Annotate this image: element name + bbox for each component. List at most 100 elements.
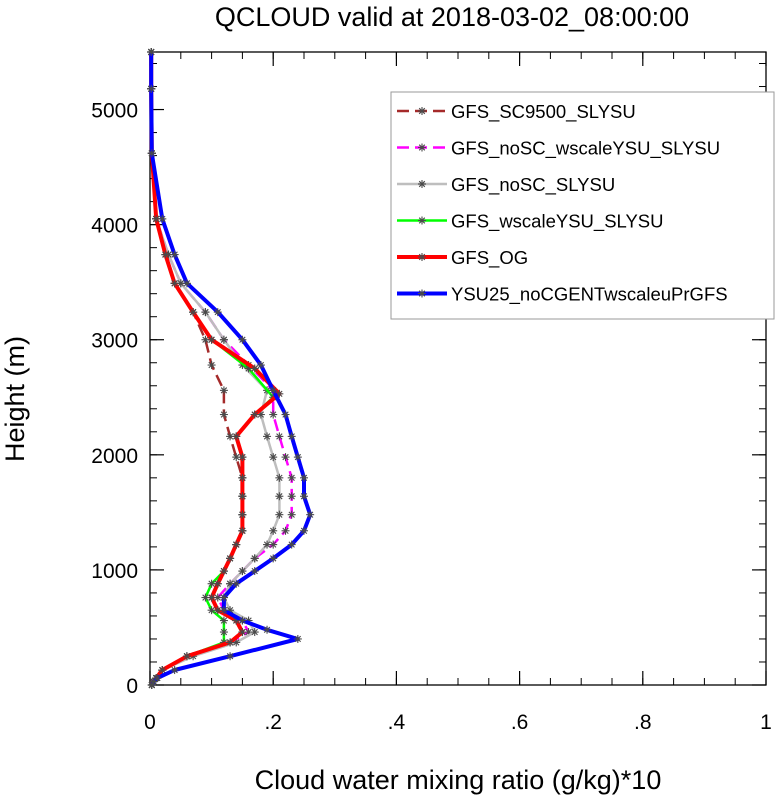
data-point xyxy=(287,473,296,482)
data-point xyxy=(207,593,216,602)
marker-stroke xyxy=(202,308,209,316)
series-line xyxy=(149,52,282,686)
data-point xyxy=(219,335,228,344)
marker-stroke xyxy=(226,433,234,440)
legend-item: GFS_wscaleYSU_SLYSU xyxy=(397,211,664,233)
data-point xyxy=(281,526,290,535)
x-tick-label: .4 xyxy=(388,711,406,734)
marker-stroke xyxy=(171,251,178,258)
marker-stroke xyxy=(294,453,302,461)
data-point xyxy=(281,453,290,462)
marker-stroke xyxy=(220,594,228,601)
data-point xyxy=(238,473,247,482)
marker-stroke xyxy=(270,411,277,418)
data-point xyxy=(213,308,222,317)
data-point xyxy=(287,540,296,549)
y-tick-label: 5000 xyxy=(91,100,138,123)
legend-label: GFS_wscaleYSU_SLYSU xyxy=(451,211,664,233)
marker-stroke xyxy=(148,48,155,56)
marker-stroke xyxy=(239,493,246,500)
data-point xyxy=(189,308,198,317)
marker-stroke xyxy=(263,541,271,548)
data-point xyxy=(149,677,158,686)
data-point xyxy=(269,453,278,462)
marker-stroke xyxy=(251,567,258,575)
marker-stroke xyxy=(171,280,178,287)
data-point xyxy=(300,473,308,482)
marker-stroke xyxy=(239,567,246,575)
marker-stroke xyxy=(288,433,295,440)
data-point xyxy=(219,606,228,615)
data-point xyxy=(281,410,290,419)
x-tick-label: .2 xyxy=(264,711,282,734)
legend-label: YSU25_noCGENTwscaleuPrGFS xyxy=(451,284,728,306)
data-point xyxy=(238,616,247,625)
marker-stroke xyxy=(282,411,289,418)
marker-stroke xyxy=(239,527,246,534)
legend-swatch-marker xyxy=(418,180,426,188)
data-point xyxy=(170,666,179,675)
marker-stroke xyxy=(270,387,277,394)
marker-stroke xyxy=(220,617,228,624)
marker-stroke xyxy=(251,411,258,418)
legend-label: GFS_noSC_SLYSU xyxy=(451,174,615,196)
data-point xyxy=(250,628,259,637)
marker-stroke xyxy=(159,666,166,674)
data-point xyxy=(250,554,259,563)
data-point xyxy=(250,410,259,419)
data-point xyxy=(219,567,228,576)
series-line xyxy=(149,52,293,686)
marker-stroke xyxy=(214,308,221,316)
marker-stroke xyxy=(270,527,277,534)
data-point xyxy=(232,453,241,462)
marker-stroke xyxy=(239,511,246,518)
data-point xyxy=(269,386,278,395)
marker-stroke xyxy=(282,527,289,534)
marker-stroke xyxy=(263,433,271,440)
x-tick-label: .8 xyxy=(634,711,652,734)
marker-stroke xyxy=(257,411,265,418)
marker-stroke xyxy=(183,280,191,287)
data-point xyxy=(232,540,241,549)
data-point xyxy=(263,432,272,441)
marker-stroke xyxy=(208,580,215,587)
legend-swatch-marker xyxy=(418,289,426,298)
marker-stroke xyxy=(208,607,215,614)
marker-stroke xyxy=(171,666,178,674)
data-point xyxy=(226,579,235,588)
legend-item: GFS_SC9500_SLYSU xyxy=(397,101,636,123)
marker-stroke xyxy=(288,511,295,518)
marker-stroke xyxy=(214,580,221,587)
data-point xyxy=(147,48,156,56)
marker-stroke xyxy=(257,361,265,369)
data-point xyxy=(293,634,302,643)
marker-stroke xyxy=(270,453,277,461)
marker-stroke xyxy=(294,635,302,643)
data-point xyxy=(213,606,222,615)
marker-stroke xyxy=(214,607,221,614)
data-point xyxy=(238,492,247,501)
data-point xyxy=(219,386,228,395)
marker-stroke xyxy=(226,639,234,646)
data-point xyxy=(306,510,315,519)
data-point xyxy=(161,250,170,259)
x-tick-label: 0 xyxy=(144,711,156,734)
series-layer xyxy=(147,48,315,689)
marker-stroke xyxy=(282,453,289,461)
marker-stroke xyxy=(418,217,426,224)
marker-stroke xyxy=(220,336,228,343)
data-point xyxy=(219,628,228,637)
marker-stroke xyxy=(418,253,426,261)
data-point xyxy=(238,510,247,519)
legend-label: GFS_SC9500_SLYSU xyxy=(451,101,636,123)
series-line xyxy=(149,52,313,686)
marker-stroke xyxy=(300,527,308,534)
marker-stroke xyxy=(300,474,308,482)
marker-stroke xyxy=(263,626,271,633)
data-point xyxy=(219,593,228,602)
series-0 xyxy=(147,48,247,689)
data-point xyxy=(226,554,235,563)
data-point xyxy=(182,652,191,661)
y-tick-label: 4000 xyxy=(91,215,138,238)
